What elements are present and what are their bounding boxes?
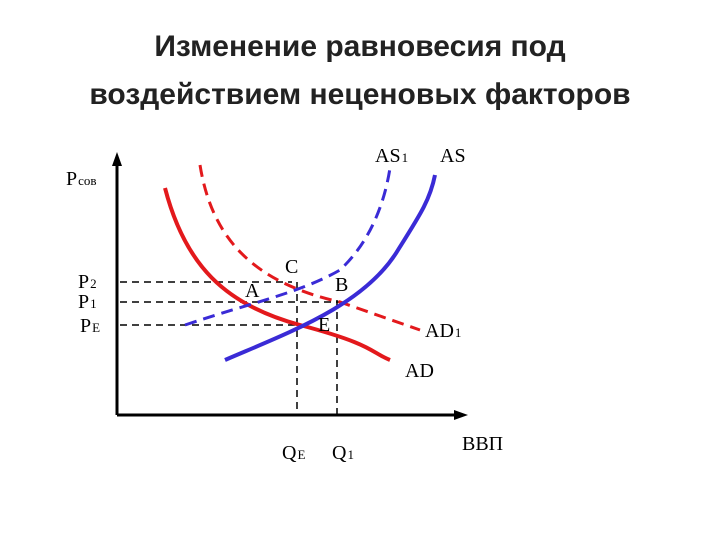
label-sub: 1 — [347, 447, 354, 462]
label-main: P — [78, 291, 89, 313]
as-curve — [224, 174, 437, 362]
ad1-curve — [198, 164, 421, 332]
label-sub: 2 — [90, 276, 97, 291]
as1-curve — [184, 167, 392, 327]
label-sub: 1 — [455, 325, 462, 340]
point-label: E — [318, 314, 330, 336]
label-sub: сов — [78, 173, 96, 188]
point-label: A — [245, 280, 260, 302]
title-line: Изменение равновесия под — [154, 30, 565, 63]
label-main: P — [80, 315, 91, 337]
label-sub: E — [92, 320, 100, 335]
price-label: P1 — [78, 291, 97, 313]
curve-label: AS1 — [375, 145, 408, 167]
label-main: AS — [375, 145, 401, 167]
arrow — [112, 152, 122, 166]
label-main: P — [66, 168, 77, 190]
quantity-label: Q1 — [332, 442, 354, 464]
label-sub: E — [297, 447, 305, 462]
price-label: P2 — [78, 271, 97, 293]
label-main: P — [78, 271, 89, 293]
arrow — [454, 410, 468, 420]
label-main: Q — [282, 442, 297, 464]
curve-label: AD1 — [425, 320, 461, 342]
price-label: PE — [80, 315, 100, 337]
label-sub: 1 — [90, 296, 97, 311]
label-main: AS — [440, 145, 466, 167]
curve-label: AD — [405, 360, 434, 382]
point-label: C — [285, 256, 298, 278]
point-label: B — [335, 274, 348, 296]
label-main: Q — [332, 442, 347, 464]
quantity-label: QE — [282, 442, 305, 464]
curve-label: AS — [440, 145, 466, 167]
guides — [120, 281, 340, 415]
x-axis-label: ВВП — [462, 433, 503, 455]
label-main: AD — [405, 360, 434, 382]
y-axis-label: Pсов — [66, 168, 97, 190]
label-sub: 1 — [402, 150, 409, 165]
label-main: AD — [425, 320, 454, 342]
title-line: воздействием неценовых факторов — [89, 78, 630, 111]
axes — [115, 160, 462, 417]
ad-curve — [163, 187, 391, 362]
